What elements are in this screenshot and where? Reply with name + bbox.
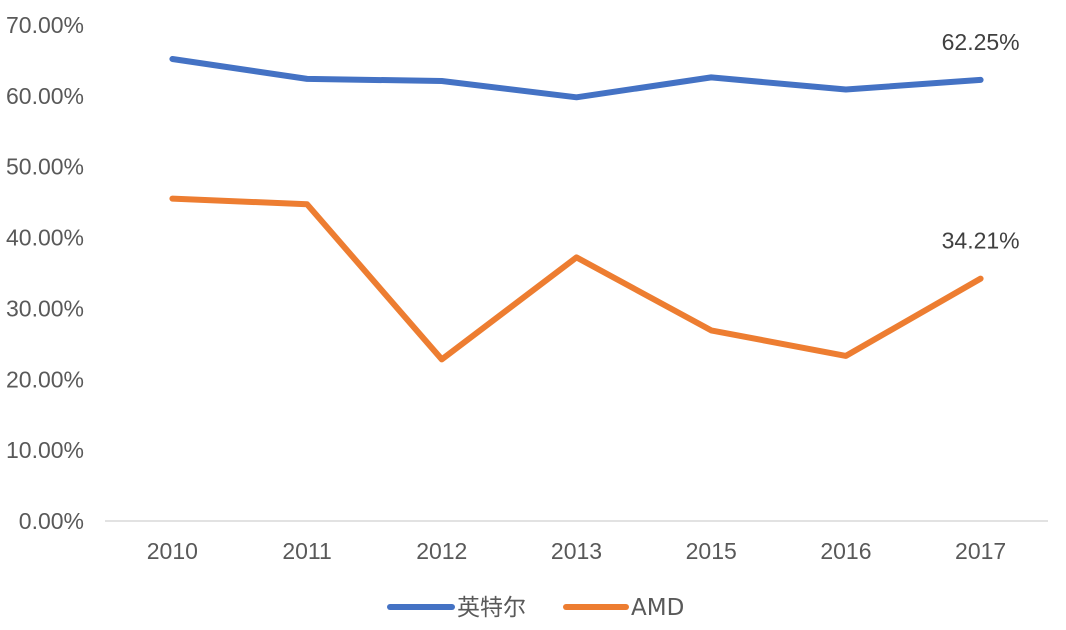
legend: 英特尔 AMD xyxy=(387,595,684,621)
legend-label: 英特尔 xyxy=(457,595,526,621)
y-tick-label: 40.00% xyxy=(6,225,84,251)
series-line-0 xyxy=(169,56,984,101)
y-tick-label: 10.00% xyxy=(6,437,84,463)
data-label: 34.21% xyxy=(942,228,1020,254)
x-tick-label: 2011 xyxy=(282,538,331,564)
y-tick-label: 50.00% xyxy=(6,154,84,180)
x-tick-label: 2017 xyxy=(955,538,1006,564)
data-labels: 62.25% 34.21% xyxy=(942,29,1020,254)
x-axis-ticks: 2010 2011 2012 2013 2015 2016 2017 xyxy=(147,538,1006,564)
y-tick-label: 30.00% xyxy=(6,295,84,321)
y-axis-ticks: 0.00% 10.00% 20.00% 30.00% 40.00% 50.00% 60.00… xyxy=(6,12,84,534)
x-tick-label: 2010 xyxy=(147,538,198,564)
x-tick-label: 2012 xyxy=(416,538,467,564)
y-tick-label: 70.00% xyxy=(6,12,84,38)
x-tick-label: 2015 xyxy=(686,538,737,564)
y-tick-label: 60.00% xyxy=(6,83,84,109)
series-lines xyxy=(169,56,984,363)
x-tick-label: 2013 xyxy=(551,538,602,564)
series-line-1 xyxy=(169,195,984,363)
x-tick-label: 2016 xyxy=(820,538,871,564)
legend-label: AMD xyxy=(631,595,684,621)
y-tick-label: 20.00% xyxy=(6,366,84,392)
data-label: 62.25% xyxy=(942,29,1020,55)
y-tick-label: 0.00% xyxy=(19,508,84,534)
